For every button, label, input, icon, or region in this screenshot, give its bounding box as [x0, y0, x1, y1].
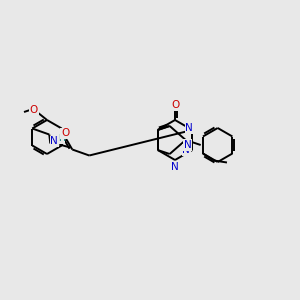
- Text: N: N: [184, 140, 192, 150]
- Text: H: H: [58, 134, 65, 143]
- Text: N: N: [50, 136, 58, 146]
- Text: O: O: [30, 105, 38, 115]
- Text: N: N: [171, 162, 179, 172]
- Text: O: O: [171, 100, 179, 110]
- Text: N: N: [185, 123, 193, 133]
- Text: N: N: [182, 145, 190, 155]
- Text: O: O: [61, 128, 69, 139]
